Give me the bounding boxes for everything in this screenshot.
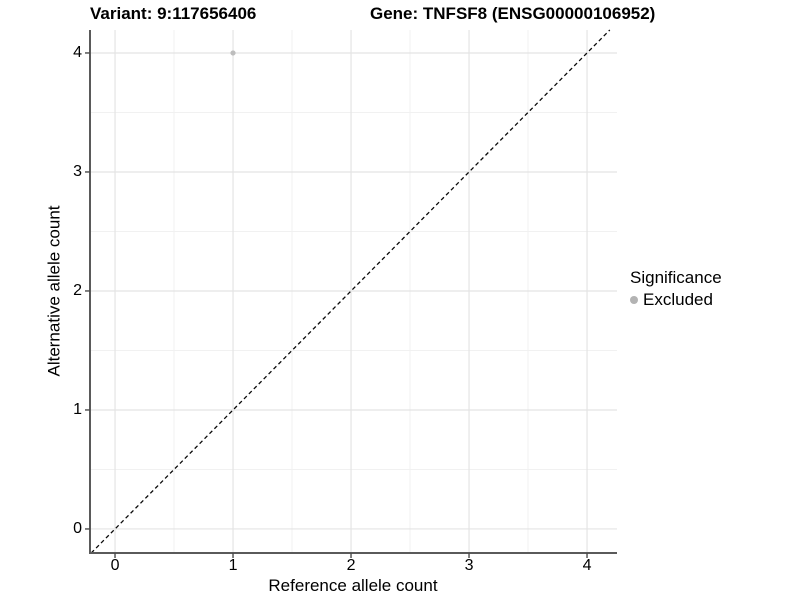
y-tick-label: 2 — [73, 281, 82, 299]
variant-title: Variant: 9:117656406 — [90, 4, 257, 23]
gene-title: Gene: TNFSF8 (ENSG00000106952) — [370, 4, 656, 23]
legend-item-excluded: Excluded — [630, 289, 722, 310]
x-tick-label: 4 — [582, 557, 592, 574]
x-tick-label: 1 — [228, 557, 238, 574]
y-tick-label: 3 — [73, 162, 82, 180]
x-axis-title: Reference allele count — [268, 576, 438, 595]
x-tick-label: 3 — [464, 557, 474, 574]
data-point — [230, 50, 236, 56]
x-tick-label: 0 — [110, 557, 120, 574]
y-tick-label: 0 — [73, 519, 82, 537]
legend-title: Significance — [630, 268, 722, 287]
y-tick-label: 1 — [73, 400, 82, 418]
legend: Significance Excluded — [630, 267, 722, 310]
identity-dashed-line — [90, 29, 611, 554]
y-tick-label: 4 — [73, 43, 82, 61]
x-tick-label: 2 — [346, 557, 356, 574]
excluded-point-icon — [630, 295, 638, 304]
legend-item-label: Excluded — [643, 290, 713, 309]
